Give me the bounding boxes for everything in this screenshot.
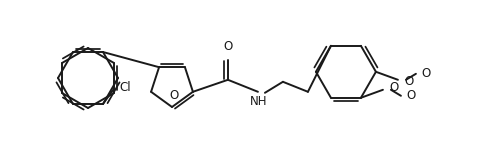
Text: Cl: Cl [119,82,130,94]
Text: O: O [223,40,232,53]
Text: O: O [405,89,414,102]
Text: O: O [169,89,178,102]
Text: NH: NH [249,95,267,108]
Text: O: O [388,81,397,94]
Text: O: O [420,67,429,80]
Text: O: O [403,75,412,88]
